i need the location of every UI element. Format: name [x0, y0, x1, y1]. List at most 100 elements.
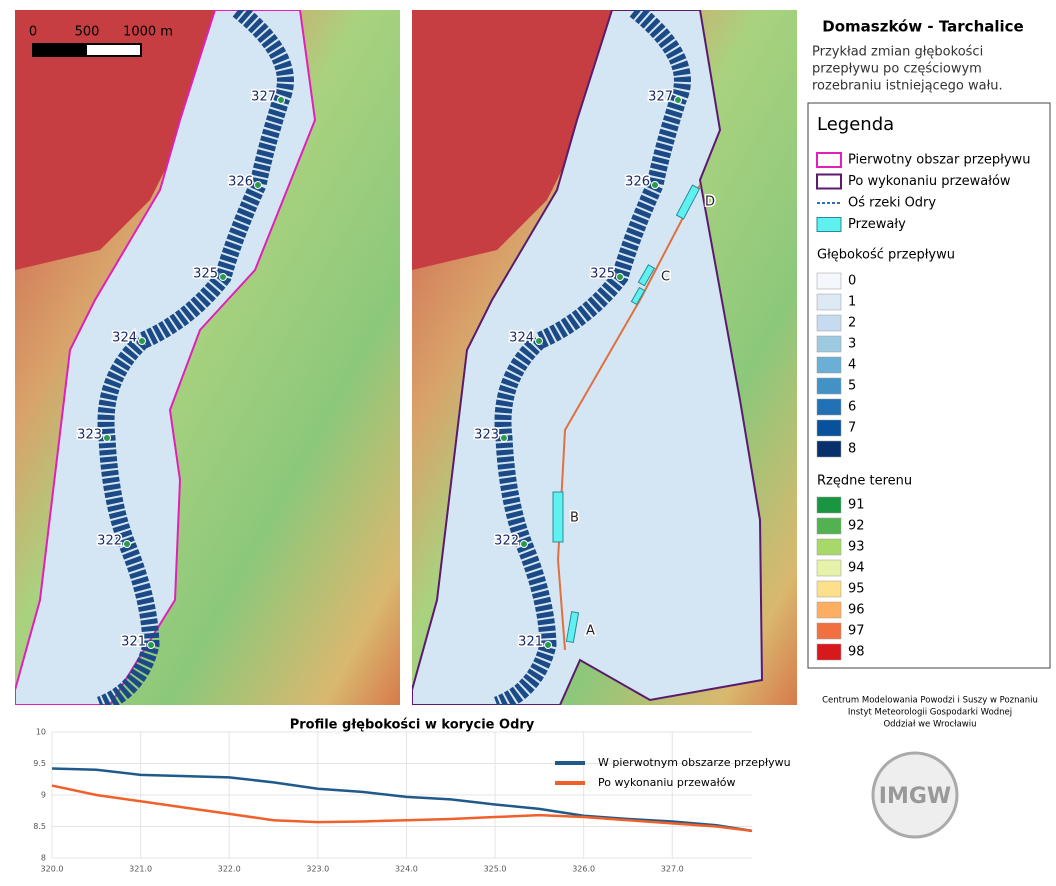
logo — [871, 751, 959, 839]
legend-label: 97 — [848, 624, 865, 639]
legend-swatch — [816, 601, 842, 619]
legend-label: 96 — [848, 603, 865, 618]
legend-label: 3 — [848, 337, 856, 352]
chart-title: Profile głębokości w korycie Odry — [290, 718, 535, 733]
weir-label: C — [661, 270, 670, 285]
scale-label: 0 — [29, 25, 37, 40]
km-marker — [520, 540, 528, 548]
legend-box — [807, 102, 1051, 669]
series-line — [51, 784, 753, 833]
legend-section: Rzędne terenu — [817, 474, 912, 489]
legend-label: 2 — [848, 316, 856, 331]
legend-label: 6 — [848, 400, 856, 415]
km-label: 326 — [228, 175, 253, 190]
legend-swatch — [816, 580, 842, 598]
x-tick-label: 327.0 — [661, 865, 684, 874]
legend-swatch — [816, 173, 842, 190]
km-label: 323 — [77, 428, 102, 443]
km-label: 322 — [97, 534, 122, 549]
scale-label: 500 — [75, 25, 100, 40]
legend-label: Przewały — [848, 217, 906, 232]
km-marker — [123, 540, 131, 548]
km-label: 324 — [509, 331, 534, 346]
km-marker — [651, 181, 659, 189]
legend-swatch — [816, 419, 842, 437]
legend-swatch — [816, 559, 842, 577]
km-label: 326 — [625, 175, 650, 190]
legend-swatch — [816, 496, 842, 514]
legend-swatch — [816, 293, 842, 311]
legend-label: 4 — [848, 358, 856, 373]
km-marker — [544, 641, 552, 649]
description: przepływu po częściowym — [812, 62, 982, 77]
km-marker — [535, 337, 543, 345]
legend-swatch — [816, 217, 842, 232]
x-tick-label: 321.0 — [129, 865, 152, 874]
legend-section: Głębokość przepływu — [817, 248, 955, 263]
legend-swatch — [816, 356, 842, 374]
legend-label: 94 — [848, 561, 865, 576]
credit: Oddział we Wrocławiu — [883, 720, 976, 730]
legend-label: 91 — [848, 498, 865, 513]
km-label: 325 — [193, 267, 218, 282]
x-tick-label: 322.0 — [218, 865, 241, 874]
x-tick-label: 320.0 — [41, 865, 64, 874]
legend-label: 92 — [848, 519, 865, 534]
description: Przykład zmian głębokości — [812, 45, 983, 60]
legend-label: 93 — [848, 540, 865, 555]
logo-text: IMGW — [879, 784, 951, 809]
y-tick-label: 9.5 — [33, 759, 46, 768]
km-marker — [138, 337, 146, 345]
km-label: 321 — [518, 635, 543, 650]
legend-swatch — [816, 538, 842, 556]
legend-label: 98 — [848, 645, 865, 660]
km-label: 322 — [494, 534, 519, 549]
km-label: 324 — [112, 331, 137, 346]
legend-swatch — [816, 398, 842, 416]
km-marker — [147, 641, 155, 649]
legend-swatch — [816, 152, 842, 168]
x-tick-label: 323.0 — [306, 865, 329, 874]
scale-bar — [33, 44, 87, 56]
legend-label: 1 — [848, 295, 856, 310]
series-line — [51, 767, 753, 833]
credit: Centrum Modelowania Powodzi i Suszy w Po… — [822, 696, 1038, 706]
km-label: 327 — [648, 90, 673, 105]
legend-label: Oś rzeki Odry — [848, 196, 936, 211]
legend-label: 5 — [848, 379, 856, 394]
km-marker — [219, 273, 227, 281]
km-marker — [254, 181, 262, 189]
legend-label: Po wykonaniu przewałów — [848, 174, 1011, 189]
x-tick-label: 326.0 — [572, 865, 595, 874]
y-tick-label: 8 — [41, 854, 46, 863]
legend-swatch — [816, 272, 842, 290]
km-marker — [674, 96, 682, 104]
legend-label: 8 — [848, 442, 856, 457]
legend-swatch — [816, 377, 842, 395]
legend-label: W pierwotnym obszarze przepływu — [598, 756, 791, 769]
description: rozebraniu istniejącego wału. — [812, 79, 1003, 94]
legend-swatch — [816, 517, 842, 535]
weir-label: A — [586, 624, 595, 639]
km-marker — [277, 96, 285, 104]
y-tick-label: 8.5 — [33, 822, 46, 831]
map-left — [15, 10, 400, 705]
legend-label: Po wykonaniu przewałów — [598, 776, 736, 789]
weir-label: D — [705, 195, 715, 210]
km-label: 323 — [474, 428, 499, 443]
legend-swatch — [816, 314, 842, 332]
km-marker — [616, 273, 624, 281]
weir-label: B — [570, 511, 579, 526]
credit: Instyt Meteorologii Gospodarki Wodnej — [848, 708, 1012, 718]
scale-label: 1000 m — [123, 25, 173, 40]
legend-swatch — [816, 335, 842, 353]
y-tick-label: 10 — [36, 728, 46, 737]
legend-title: Legenda — [817, 114, 894, 135]
map-right — [412, 10, 797, 705]
km-label: 325 — [590, 267, 615, 282]
legend-label: 7 — [848, 421, 856, 436]
x-tick-label: 324.0 — [395, 865, 418, 874]
km-label: 321 — [121, 635, 146, 650]
x-tick-label: 325.0 — [484, 865, 507, 874]
